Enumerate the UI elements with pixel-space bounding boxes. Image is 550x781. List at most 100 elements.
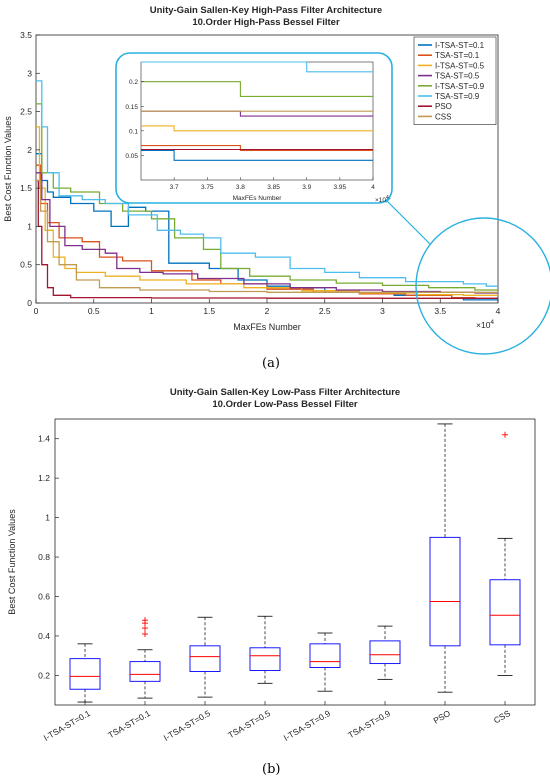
- box-tsa-st-0-5: [249, 615, 281, 684]
- box-body: [249, 647, 281, 671]
- inset-x-tick-label: 3.7: [170, 184, 179, 191]
- inset-y-tick-label: 0.1: [129, 128, 138, 135]
- x-tick-label: 3: [380, 306, 385, 316]
- series-line-tsa-st-0-5: [36, 172, 498, 294]
- chart-a-x-exponent: ×104: [476, 319, 494, 330]
- inset-x-exponent: ×104: [375, 195, 389, 204]
- legend-entry: TSA-ST=0.1: [435, 51, 480, 60]
- x-tick-label: CSS: [492, 708, 512, 726]
- x-tick-label: 2.5: [319, 306, 331, 316]
- box-body: [489, 579, 521, 646]
- chart-a-xlabel: MaxFEs Number: [233, 322, 301, 332]
- zoom-arrow: [383, 197, 431, 245]
- series-line-i-tsa-st-0-9: [36, 103, 498, 291]
- boxplot-chart: Unity-Gain Sallen-Key Low-Pass Filter Ar…: [7, 387, 536, 743]
- y-tick-label: 0.6: [38, 592, 50, 602]
- box-tsa-st-0-1: [129, 617, 161, 699]
- legend-entry: PSO: [435, 102, 452, 111]
- y-tick-label: 1.4: [38, 434, 50, 444]
- series-lines-a: [36, 80, 498, 301]
- y-tick-label: 1: [27, 221, 32, 231]
- box-i-tsa-st-0-1: [69, 643, 101, 703]
- box-body: [429, 536, 461, 647]
- series-line-tsa-st-0-9: [36, 80, 498, 287]
- inset-y-tick-label: 0.15: [125, 104, 138, 111]
- x-tick-label: I-TSA-ST=0.5: [162, 708, 212, 743]
- x-tick-label: 1.5: [203, 306, 215, 316]
- legend-entry: CSS: [435, 112, 451, 121]
- y-tick-label: 0.2: [38, 670, 50, 680]
- x-tick-label: I-TSA-ST=0.9: [282, 708, 332, 743]
- x-tick-label: I-TSA-ST=0.1: [42, 708, 92, 743]
- inset-y-tick-label: 0.2: [129, 79, 138, 86]
- inset-x-tick-label: 3.9: [302, 184, 311, 191]
- x-tick-label: 3.5: [434, 306, 446, 316]
- inset-line-i-tsa-st-0-9: [141, 81, 373, 97]
- y-tick-label: 0.5: [20, 260, 32, 270]
- inset-line-tsa-st-0-9: [141, 61, 373, 73]
- outlier-marker: [142, 630, 148, 637]
- box-css: [489, 431, 521, 676]
- legend-entry: TSA-ST=0.9: [435, 92, 480, 101]
- inset-line-tsa-st-0-1: [141, 145, 373, 152]
- legend-entry: I-TSA-ST=0.5: [435, 61, 485, 70]
- x-tick-label: PSO: [431, 708, 452, 726]
- x-tick-label: TSA-ST=0.9: [346, 708, 392, 740]
- x-tick-label: 0: [34, 306, 39, 316]
- legend-entry: TSA-ST=0.5: [435, 72, 480, 81]
- inset-x-tick-label: 3.85: [267, 184, 280, 191]
- series-line-tsa-st-0-1: [36, 164, 498, 300]
- y-tick-label: 0.4: [38, 631, 50, 641]
- panel-label-a: (a): [262, 356, 280, 371]
- x-tick-label: TSA-ST=0.1: [106, 708, 152, 740]
- series-line-pso: [36, 179, 498, 299]
- plot-area-b: [54, 418, 536, 706]
- y-tick-label: 2.5: [20, 107, 32, 117]
- inset-xlabel: MaxFEs Number: [233, 195, 283, 202]
- series-line-i-tsa-st-0-5: [36, 126, 498, 296]
- boxes: [69, 423, 521, 703]
- legend-box: [413, 36, 497, 125]
- inset-x-tick-label: 4: [371, 184, 375, 191]
- zoom-circle: [415, 217, 550, 355]
- box-body: [309, 643, 341, 668]
- chart-b-subtitle: 10.Order Low-Pass Bessel Filter: [212, 399, 358, 410]
- chart-b-title: Unity-Gain Sallen-Key Low-Pass Filter Ar…: [170, 387, 400, 398]
- inset-plot-area: [140, 61, 374, 181]
- inset-series-lines: [141, 61, 373, 161]
- panel-label-b: (b): [262, 762, 281, 777]
- inset-y-tick-label: 0.05: [125, 153, 138, 160]
- y-tick-label: 0: [27, 298, 32, 308]
- box-body: [129, 661, 161, 682]
- box-i-tsa-st-0-9: [309, 632, 341, 692]
- legend-entry: I-TSA-ST=0.1: [435, 41, 485, 50]
- convergence-chart: Unity-Gain Sallen-Key High-Pass Filter A…: [3, 5, 550, 355]
- y-tick-label: 3.5: [20, 30, 32, 40]
- chart-a-title: Unity-Gain Sallen-Key High-Pass Filter A…: [150, 5, 382, 16]
- legend-entry: I-TSA-ST=0.9: [435, 82, 485, 91]
- x-tick-label: 1: [149, 306, 154, 316]
- x-tick-label: 0.5: [88, 306, 100, 316]
- inset-x-tick-label: 3.75: [201, 184, 214, 191]
- box-body: [69, 658, 101, 690]
- y-tick-label: 0.8: [38, 552, 50, 562]
- box-body: [369, 640, 401, 665]
- series-line-css: [36, 179, 498, 293]
- box-pso: [429, 423, 461, 693]
- box-body: [189, 645, 221, 672]
- outlier-marker: [142, 617, 148, 624]
- box-i-tsa-st-0-5: [189, 616, 221, 698]
- y-tick-label: 1.5: [20, 183, 32, 193]
- inset-line-i-tsa-st-0-1: [141, 149, 373, 161]
- box-tsa-st-0-9: [369, 625, 401, 680]
- x-tick-label: TSA-ST=0.5: [226, 708, 272, 740]
- x-tick-label: 4: [496, 306, 501, 316]
- chart-a-subtitle: 10.Order High-Pass Bessel Filter: [192, 17, 340, 28]
- y-tick-label: 3: [27, 68, 32, 78]
- y-tick-label: 1: [45, 513, 50, 523]
- y-tick-label: 1.2: [38, 473, 50, 483]
- x-tick-label: 2: [265, 306, 270, 316]
- y-tick-label: 2: [27, 145, 32, 155]
- chart-a-ylabel: Best Cost Function Values: [3, 116, 13, 222]
